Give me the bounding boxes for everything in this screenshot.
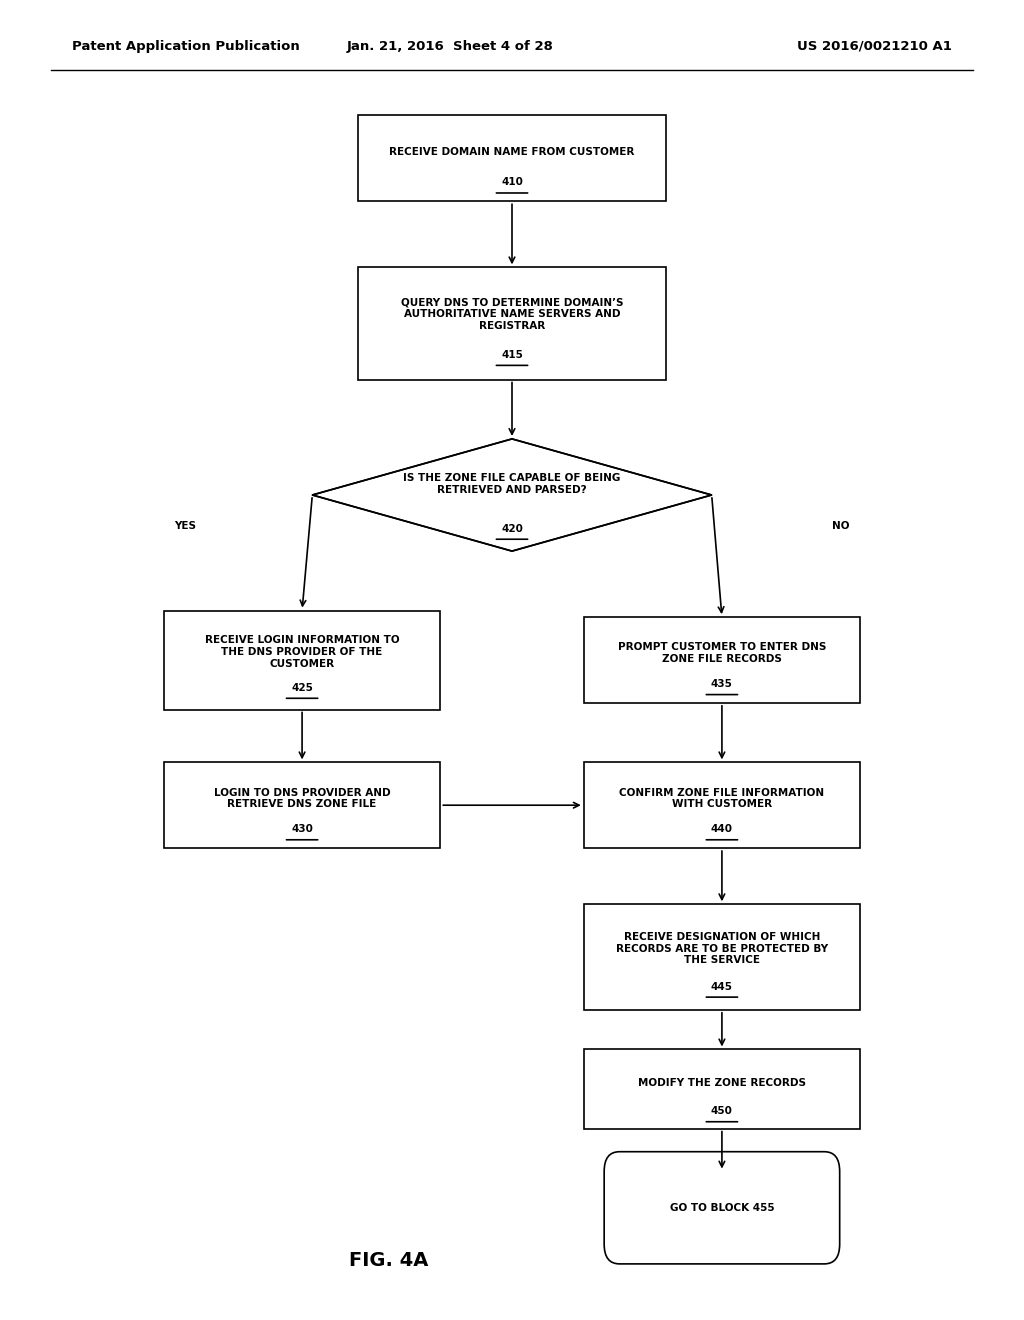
- Text: MODIFY THE ZONE RECORDS: MODIFY THE ZONE RECORDS: [638, 1077, 806, 1088]
- Polygon shape: [312, 438, 712, 552]
- Text: Jan. 21, 2016  Sheet 4 of 28: Jan. 21, 2016 Sheet 4 of 28: [347, 40, 554, 53]
- Text: 425: 425: [291, 682, 313, 693]
- Text: 435: 435: [711, 678, 733, 689]
- Text: RECEIVE LOGIN INFORMATION TO
THE DNS PROVIDER OF THE
CUSTOMER: RECEIVE LOGIN INFORMATION TO THE DNS PRO…: [205, 635, 399, 669]
- FancyBboxPatch shape: [358, 115, 666, 201]
- Text: 415: 415: [501, 350, 523, 360]
- Text: 445: 445: [711, 982, 733, 991]
- FancyBboxPatch shape: [584, 1049, 860, 1129]
- Text: 420: 420: [501, 524, 523, 533]
- FancyBboxPatch shape: [584, 904, 860, 1010]
- Text: FIG. 4A: FIG. 4A: [349, 1251, 429, 1270]
- Text: RECEIVE DESIGNATION OF WHICH
RECORDS ARE TO BE PROTECTED BY
THE SERVICE: RECEIVE DESIGNATION OF WHICH RECORDS ARE…: [615, 932, 828, 965]
- Text: YES: YES: [174, 521, 196, 532]
- Text: IS THE ZONE FILE CAPABLE OF BEING
RETRIEVED AND PARSED?: IS THE ZONE FILE CAPABLE OF BEING RETRIE…: [403, 473, 621, 495]
- Text: 410: 410: [501, 177, 523, 187]
- FancyBboxPatch shape: [164, 610, 440, 710]
- Text: 440: 440: [711, 824, 733, 834]
- Text: GO TO BLOCK 455: GO TO BLOCK 455: [670, 1203, 774, 1213]
- Text: NO: NO: [833, 521, 850, 532]
- Text: CONFIRM ZONE FILE INFORMATION
WITH CUSTOMER: CONFIRM ZONE FILE INFORMATION WITH CUSTO…: [620, 788, 824, 809]
- FancyBboxPatch shape: [164, 762, 440, 847]
- FancyBboxPatch shape: [584, 762, 860, 847]
- Text: PROMPT CUSTOMER TO ENTER DNS
ZONE FILE RECORDS: PROMPT CUSTOMER TO ENTER DNS ZONE FILE R…: [617, 643, 826, 664]
- Text: US 2016/0021210 A1: US 2016/0021210 A1: [798, 40, 952, 53]
- Text: 430: 430: [291, 824, 313, 834]
- FancyBboxPatch shape: [584, 618, 860, 702]
- Text: Patent Application Publication: Patent Application Publication: [72, 40, 299, 53]
- FancyBboxPatch shape: [604, 1151, 840, 1265]
- Text: 450: 450: [711, 1106, 733, 1117]
- FancyBboxPatch shape: [358, 267, 666, 380]
- Text: LOGIN TO DNS PROVIDER AND
RETRIEVE DNS ZONE FILE: LOGIN TO DNS PROVIDER AND RETRIEVE DNS Z…: [214, 788, 390, 809]
- Text: QUERY DNS TO DETERMINE DOMAIN’S
AUTHORITATIVE NAME SERVERS AND
REGISTRAR: QUERY DNS TO DETERMINE DOMAIN’S AUTHORIT…: [400, 298, 624, 331]
- Text: RECEIVE DOMAIN NAME FROM CUSTOMER: RECEIVE DOMAIN NAME FROM CUSTOMER: [389, 147, 635, 157]
